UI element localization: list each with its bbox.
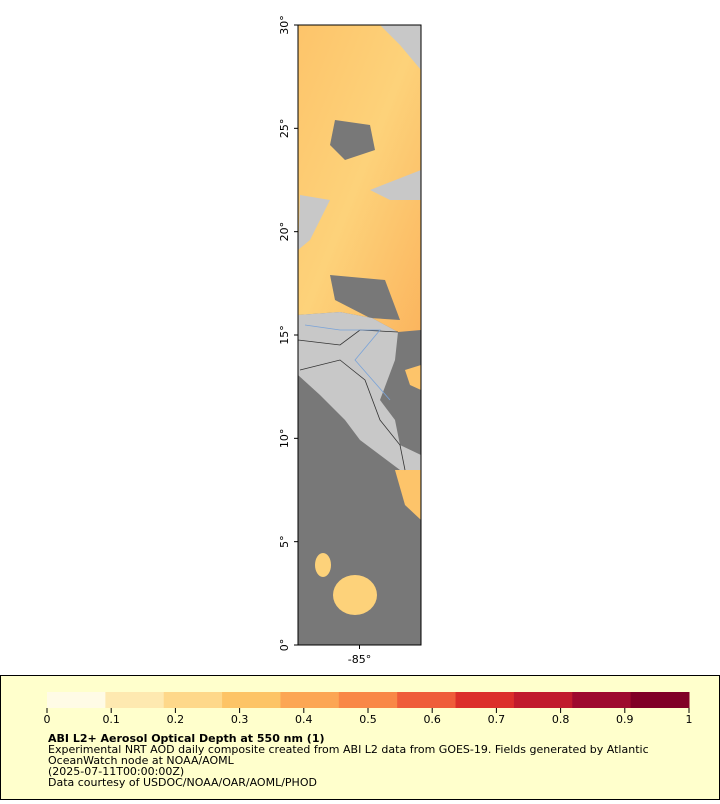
colorbar-tick-label: 0.1 [102,713,120,726]
colorbar-cell [338,692,398,708]
y-tick-label: 20° [278,222,291,242]
colorbar-cell [105,692,165,708]
colorbar-cell [163,692,223,708]
colorbar-cell [572,692,632,708]
colorbar-tick-label: 0.9 [616,713,634,726]
colorbar-tick-label: 0.3 [231,713,249,726]
y-tick-label: 25° [278,119,291,139]
colorbar-tick-label: 1 [686,713,693,726]
legend-line: Experimental NRT AOD daily composite cre… [48,743,649,756]
legend-line: OceanWatch node at NOAA/AOML [48,754,235,767]
y-tick-label: 15° [278,325,291,345]
legend-line: Data courtesy of USDOC/NOAA/OAR/AOML/PHO… [48,776,317,789]
colorbar-tick-label: 0.7 [488,713,506,726]
y-tick-label: 5° [278,535,291,548]
colorbar-cell [513,692,573,708]
legend-title: ABI L2+ Aerosol Optical Depth at 550 nm … [48,732,325,745]
colorbar-tick-label: 0.6 [423,713,441,726]
x-tick-label: -85° [348,653,371,666]
colorbar-tick-label: 0.2 [167,713,185,726]
colorbar-cell [397,692,457,708]
colorbar-cell [455,692,515,708]
map-raster [298,25,421,645]
colorbar-cell [222,692,281,708]
colorbar-tick-label: 0.5 [359,713,377,726]
colorbar-cell [280,692,340,708]
colorbar-tick-label: 0.4 [295,713,313,726]
colorbar-tick-label: 0 [44,713,51,726]
y-tick-label: 30° [278,15,291,35]
colorbar-cell [630,692,690,708]
colorbar-cell [47,692,106,708]
legend-line: (2025-07-11T00:00:00Z) [48,765,184,778]
y-tick-label: 0° [278,639,291,652]
y-tick-label: 10° [278,429,291,449]
colorbar-tick-label: 0.8 [552,713,570,726]
